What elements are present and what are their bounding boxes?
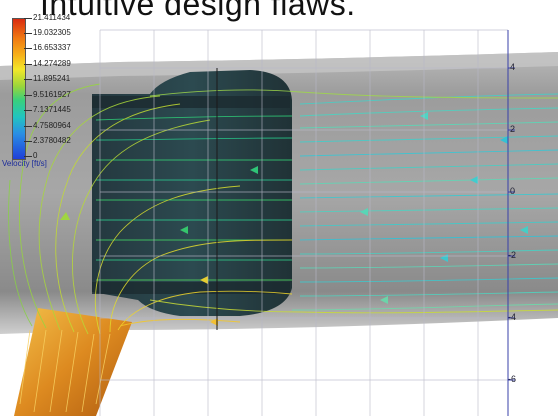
- legend-label: 0: [33, 151, 38, 160]
- legend-tick: [24, 95, 32, 96]
- legend-label: 4.7580964: [33, 121, 71, 130]
- legend-tick: [24, 156, 32, 157]
- legend-tick: [24, 48, 32, 49]
- axis-label-neg2: -2: [508, 250, 517, 260]
- axis-label-2: 2: [510, 124, 516, 134]
- legend-label: 16.653337: [33, 43, 71, 52]
- legend-label: 7.1371445: [33, 105, 71, 114]
- axis-label-0: 0: [510, 186, 516, 196]
- page-heading: Intuitive design flaws.: [40, 0, 356, 22]
- legend-tick: [24, 126, 32, 127]
- legend-tick: [24, 18, 32, 19]
- legend-color-bar: [12, 18, 26, 160]
- legend-label: 19.032305: [33, 28, 71, 37]
- legend-label: 2.3780482: [33, 136, 71, 145]
- axis-label-neg4: -4: [508, 312, 517, 322]
- legend-label: 11.895241: [33, 74, 71, 83]
- axis-label-4: 4: [510, 62, 516, 72]
- legend-label: 14.274289: [33, 59, 71, 68]
- legend-label: 9.5161927: [33, 90, 71, 99]
- legend-tick: [24, 79, 32, 80]
- inlet-streamlines: [19, 329, 111, 413]
- legend-tick: [24, 64, 32, 65]
- axis-label-neg6: -6: [508, 374, 517, 384]
- legend-title: Velocity [ft/s]: [2, 159, 47, 168]
- chamber-top-band: [92, 96, 290, 108]
- grid: [99, 29, 508, 416]
- velocity-legend: 21.411434 19.032305 16.653337 14.274289 …: [0, 8, 110, 178]
- legend-tick: [24, 141, 32, 142]
- legend-label: 21.411434: [33, 13, 71, 22]
- velocity-arrows: [60, 112, 528, 326]
- pipe-top-wall: [0, 52, 558, 80]
- inlet-branch: [14, 308, 132, 416]
- vertical-axis: [507, 30, 515, 416]
- legend-tick: [24, 33, 32, 34]
- legend-tick: [24, 110, 32, 111]
